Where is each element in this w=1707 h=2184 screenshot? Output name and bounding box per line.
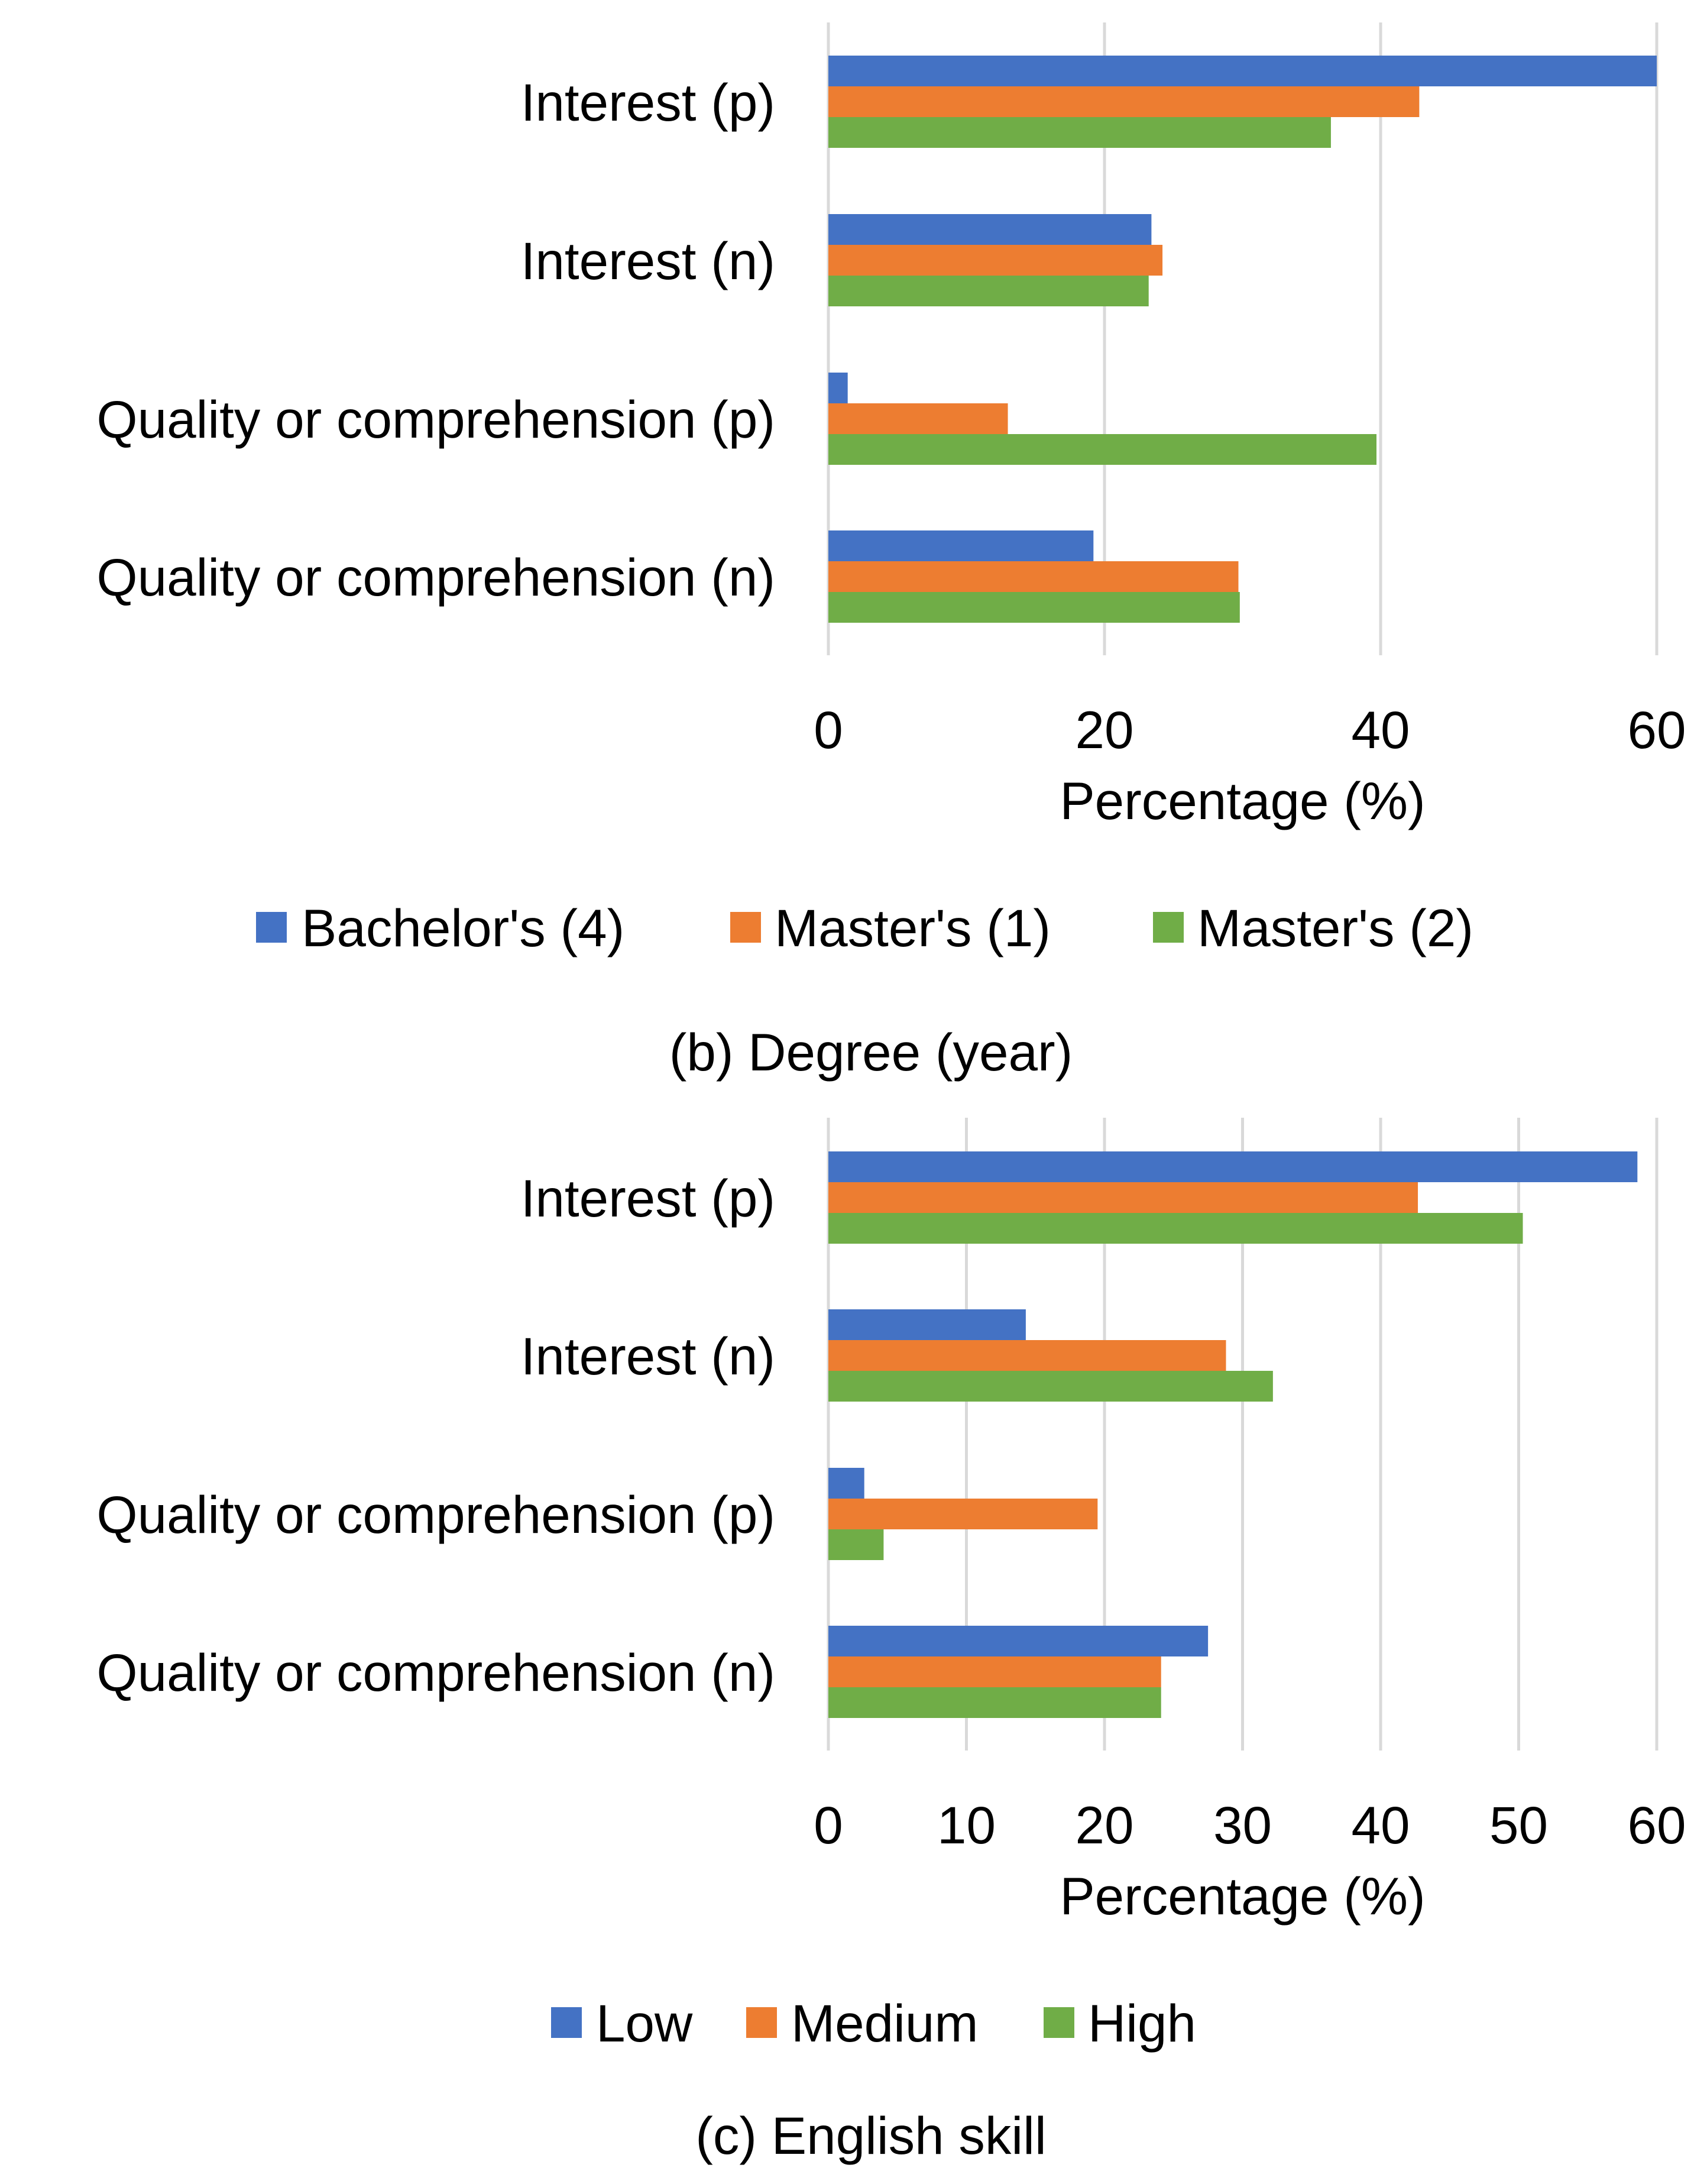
bar bbox=[828, 434, 1376, 465]
x-tick-label: 30 bbox=[1213, 1795, 1272, 1855]
category-label: Interest (p) bbox=[521, 1169, 775, 1228]
bar bbox=[828, 214, 1152, 245]
bar bbox=[828, 530, 1094, 561]
x-tick-label: 20 bbox=[1076, 700, 1134, 759]
legend-swatch bbox=[1153, 912, 1184, 943]
x-tick-label: 40 bbox=[1352, 700, 1410, 759]
bar bbox=[828, 86, 1420, 117]
legend-swatch bbox=[1044, 2007, 1074, 2038]
legend-label: Master's (2) bbox=[1197, 898, 1473, 957]
bar bbox=[828, 1340, 1226, 1371]
legend-label: Master's (1) bbox=[775, 898, 1051, 957]
bar bbox=[828, 245, 1163, 276]
legend-label: High bbox=[1088, 1994, 1196, 2053]
category-label: Quality or comprehension (p) bbox=[96, 1485, 775, 1544]
bar bbox=[828, 1151, 1638, 1182]
x-tick-label: 10 bbox=[937, 1795, 996, 1855]
bar bbox=[828, 276, 1149, 306]
bar bbox=[828, 1687, 1161, 1718]
bar bbox=[828, 1626, 1209, 1656]
bar bbox=[828, 1656, 1161, 1687]
bar bbox=[828, 1499, 1098, 1529]
legend-swatch bbox=[256, 912, 287, 943]
category-label: Quality or comprehension (p) bbox=[96, 390, 775, 449]
bar bbox=[828, 117, 1331, 148]
bar bbox=[828, 56, 1657, 86]
x-tick-label: 0 bbox=[814, 700, 843, 759]
chart-panel-degree: Interest (p) Interest (n) Quality or compr… bbox=[96, 22, 1686, 1082]
bar bbox=[828, 1468, 864, 1499]
bar bbox=[828, 592, 1240, 623]
x-axis-title: Percentage (%) bbox=[1060, 771, 1425, 830]
x-tick-label: 50 bbox=[1489, 1795, 1548, 1855]
chart-panel-english-skill: Interest (p) Interest (n) Quality or compr… bbox=[96, 1118, 1686, 2165]
x-axis-title: Percentage (%) bbox=[1060, 1866, 1425, 1926]
bar bbox=[828, 561, 1239, 592]
legend-swatch bbox=[730, 912, 761, 943]
bar bbox=[828, 1371, 1273, 1402]
chart-caption: (b) Degree (year) bbox=[669, 1023, 1073, 1082]
x-tick-label: 60 bbox=[1628, 700, 1686, 759]
legend-swatch bbox=[551, 2007, 582, 2038]
bar bbox=[828, 403, 1008, 434]
legend-label: Low bbox=[596, 1994, 693, 2053]
x-tick-label: 0 bbox=[814, 1795, 843, 1855]
legend-label: Medium bbox=[791, 1994, 979, 2053]
bar bbox=[828, 1529, 884, 1560]
x-tick-label: 40 bbox=[1352, 1795, 1410, 1855]
bar bbox=[828, 373, 848, 403]
bar bbox=[828, 1213, 1523, 1244]
category-label: Quality or comprehension (n) bbox=[96, 548, 775, 607]
legend-swatch bbox=[746, 2007, 777, 2038]
legend-label: Bachelor's (4) bbox=[302, 898, 624, 957]
bar bbox=[828, 1182, 1418, 1213]
chart-caption: (c) English skill bbox=[695, 2106, 1046, 2165]
category-label: Interest (n) bbox=[521, 231, 775, 290]
category-label: Interest (p) bbox=[521, 73, 775, 132]
category-label: Quality or comprehension (n) bbox=[96, 1643, 775, 1702]
category-label: Interest (n) bbox=[521, 1326, 775, 1386]
bar bbox=[828, 1309, 1026, 1340]
x-tick-label: 60 bbox=[1628, 1795, 1686, 1855]
x-tick-label: 20 bbox=[1076, 1795, 1134, 1855]
